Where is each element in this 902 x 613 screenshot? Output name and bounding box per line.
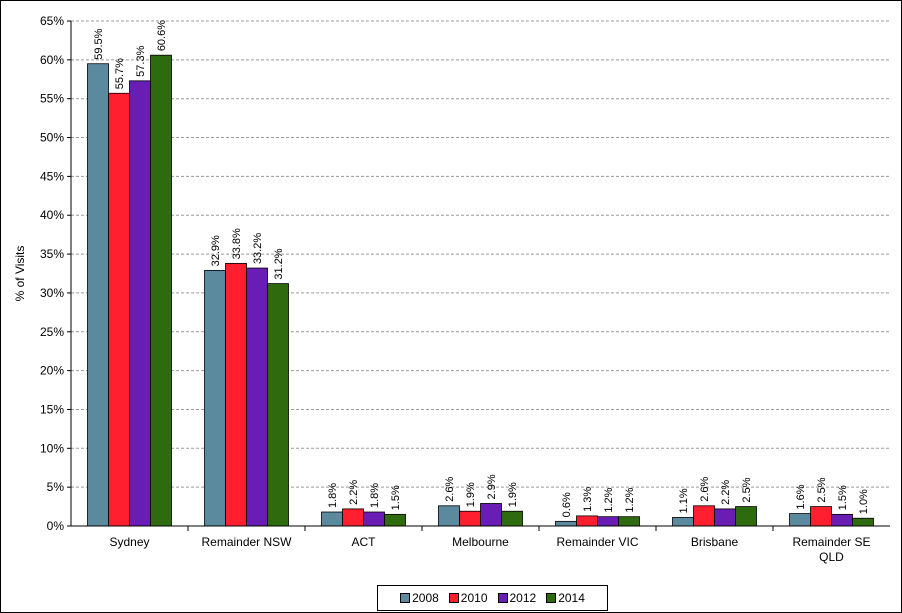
legend-swatch-2012: [497, 593, 508, 603]
data-label: 1.3%: [582, 487, 594, 512]
bar: [204, 269, 226, 527]
y-tick-label: 45%: [40, 169, 64, 183]
bar: [438, 505, 460, 527]
legend-label-2012: 2012: [509, 591, 537, 605]
y-tick-label: 50%: [40, 131, 64, 145]
data-label: 1.9%: [465, 482, 477, 507]
data-label: 0.6%: [561, 492, 573, 517]
bar: [267, 283, 289, 527]
data-label: 55.7%: [114, 58, 126, 89]
bar: [108, 92, 130, 527]
bar: [480, 503, 502, 527]
y-axis-title: % of Visits: [13, 246, 27, 302]
data-label: 1.8%: [369, 483, 381, 508]
y-tick-label: 35%: [40, 247, 64, 261]
data-label: 33.2%: [252, 233, 264, 264]
bar: [597, 516, 619, 527]
legend-swatch-2014: [546, 593, 557, 603]
data-label: 1.0%: [858, 489, 870, 514]
x-tick-label: Remainder VIC: [556, 535, 638, 549]
data-label: 1.8%: [327, 483, 339, 508]
data-label: 60.6%: [156, 20, 168, 51]
data-label: 1.2%: [603, 487, 615, 512]
data-label: 31.2%: [273, 248, 285, 279]
x-tick-label: Remainder NSW: [201, 535, 292, 549]
data-label: 2.5%: [816, 477, 828, 502]
data-label: 1.5%: [837, 485, 849, 510]
bar: [555, 520, 577, 527]
legend-item-2012: 2012: [497, 591, 537, 605]
x-tick-label: QLD: [819, 550, 844, 564]
legend-item-2014: 2014: [546, 591, 585, 605]
legend-swatch-2010: [448, 593, 459, 603]
data-label: 33.8%: [231, 228, 243, 259]
data-label: 2.6%: [444, 477, 456, 502]
bar: [501, 510, 523, 527]
data-label: 1.5%: [390, 485, 402, 510]
bar: [246, 267, 268, 527]
bar: [384, 513, 406, 527]
bar: [672, 517, 694, 527]
legend-swatch-2008: [400, 593, 411, 603]
bar: [852, 517, 874, 527]
y-tick-label: 0%: [47, 519, 65, 533]
data-label: 32.9%: [210, 235, 222, 266]
bar: [342, 508, 364, 527]
legend-label-2014: 2014: [558, 591, 585, 605]
bar: [789, 513, 811, 527]
chart-legend: 2008 2010 2012 2014: [377, 585, 608, 611]
legend-item-2008: 2008: [400, 591, 439, 605]
data-label: 2.5%: [741, 477, 753, 502]
y-tick-label: 55%: [40, 92, 64, 106]
bar: [618, 516, 640, 527]
bar: [735, 506, 757, 527]
y-tick-label: 15%: [40, 402, 64, 416]
legend-label-2008: 2008: [412, 591, 439, 605]
bar: [363, 511, 385, 527]
y-tick-label: 25%: [40, 325, 64, 339]
bar: [321, 511, 343, 527]
data-label: 1.9%: [507, 482, 519, 507]
bar: [129, 80, 151, 527]
x-tick-label: Brisbane: [691, 535, 739, 549]
y-tick-label: 60%: [40, 53, 64, 67]
legend-label-2010: 2010: [460, 591, 488, 605]
bar: [459, 510, 481, 527]
x-tick-label: ACT: [352, 535, 377, 549]
data-label: 2.9%: [486, 474, 498, 499]
x-tick-label: Remainder SE: [792, 535, 870, 549]
data-label: 2.2%: [348, 480, 360, 505]
y-tick-label: 20%: [40, 364, 64, 378]
data-label: 1.2%: [624, 487, 636, 512]
data-label: 59.5%: [93, 28, 105, 59]
bar: [225, 262, 247, 527]
bar: [150, 54, 172, 527]
x-tick-label: Sydney: [109, 535, 149, 549]
data-label: 57.3%: [135, 45, 147, 76]
bar: [810, 506, 832, 527]
bar: [693, 505, 715, 527]
y-tick-label: 40%: [40, 208, 64, 222]
bar: [714, 508, 736, 527]
bar: [831, 513, 853, 527]
y-tick-label: 65%: [40, 14, 64, 28]
data-label: 1.6%: [795, 484, 807, 509]
bar: [576, 515, 598, 527]
y-tick-label: 10%: [40, 441, 64, 455]
x-tick-label: Melbourne: [452, 535, 509, 549]
data-label: 1.1%: [678, 488, 690, 513]
legend-item-2010: 2010: [448, 591, 488, 605]
y-tick-label: 30%: [40, 286, 64, 300]
y-tick-label: 5%: [47, 480, 65, 494]
data-label: 2.6%: [699, 477, 711, 502]
data-label: 2.2%: [720, 480, 732, 505]
bar: [87, 63, 109, 527]
